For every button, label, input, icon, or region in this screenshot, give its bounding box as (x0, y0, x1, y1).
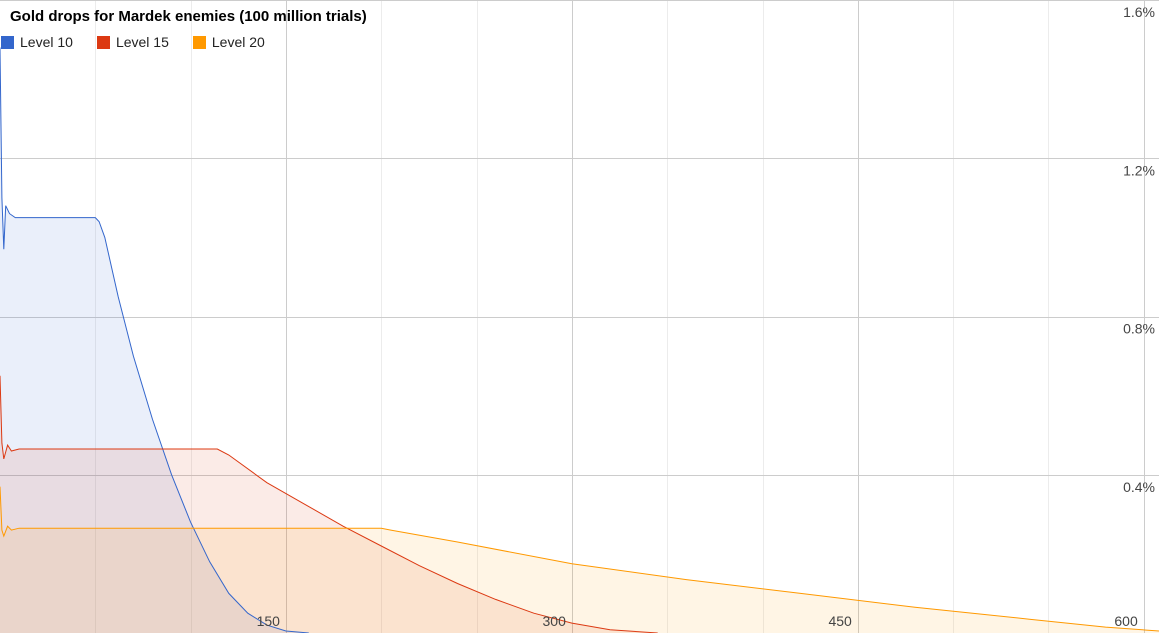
y-tick-label-0.4: 0.4% (1123, 479, 1155, 495)
area-fill-level-15 (0, 375, 658, 633)
legend-swatch-level-10 (1, 35, 14, 49)
legend-item-level-15[interactable]: Level 15 (96, 34, 169, 50)
legend-swatch-level-15 (96, 35, 110, 49)
legend-swatch-level-20 (192, 35, 206, 49)
legend-label-level-15: Level 15 (115, 34, 169, 50)
y-tick-label-0.8: 0.8% (1123, 321, 1155, 337)
legend-item-level-20[interactable]: Level 20 (192, 34, 265, 50)
series-line-level-15 (0, 375, 658, 633)
legend-label-level-10: Level 10 (20, 34, 73, 50)
x-tick-label-300: 300 (543, 613, 567, 629)
legend-item-level-10[interactable]: Level 10 (1, 34, 73, 50)
x-tick-label-450: 450 (828, 613, 852, 629)
x-tick-label-600: 600 (1114, 613, 1138, 629)
y-tick-label-1.2: 1.2% (1123, 162, 1155, 178)
legend-label-level-20: Level 20 (211, 34, 265, 50)
legend: Level 10 Level 15 Level 20 (1, 34, 289, 50)
y-tick-label-1.6: 1.6% (1123, 4, 1155, 20)
chart-title: Gold drops for Mardek enemies (100 milli… (10, 8, 367, 25)
area-fill-level-20 (0, 486, 1159, 633)
x-tick-label-150: 150 (257, 613, 281, 629)
series-line-level-10 (0, 47, 309, 633)
area-fill-level-10 (0, 47, 309, 633)
series-line-level-20 (0, 486, 1159, 632)
